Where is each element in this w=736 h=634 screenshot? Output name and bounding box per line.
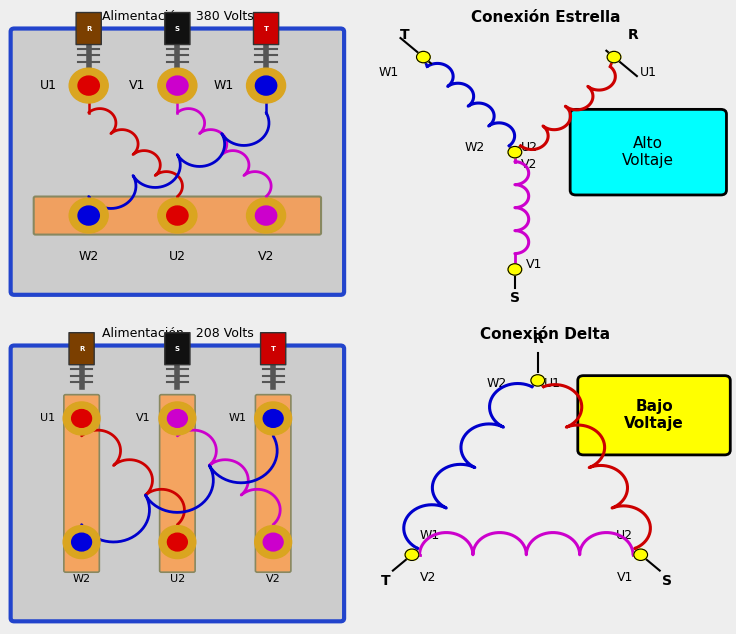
Text: T: T	[400, 28, 409, 42]
Circle shape	[255, 206, 277, 225]
Text: V2: V2	[266, 574, 280, 584]
Circle shape	[405, 549, 419, 560]
Text: U2: U2	[169, 250, 186, 264]
Text: U2: U2	[520, 141, 537, 154]
FancyBboxPatch shape	[160, 394, 195, 572]
Text: S: S	[662, 574, 673, 588]
Text: W1: W1	[229, 413, 247, 424]
Text: S: S	[175, 346, 180, 352]
Text: R: R	[79, 346, 85, 352]
Text: V1: V1	[617, 571, 633, 584]
Circle shape	[78, 76, 99, 95]
Text: Alimentación   380 Volts: Alimentación 380 Volts	[102, 10, 253, 23]
Text: U1: U1	[40, 413, 55, 424]
Text: Bajo
Voltaje: Bajo Voltaje	[624, 399, 684, 432]
Text: U1: U1	[40, 79, 57, 92]
Circle shape	[168, 533, 187, 551]
Text: V1: V1	[129, 79, 146, 92]
Circle shape	[63, 526, 100, 559]
Circle shape	[69, 68, 108, 103]
Circle shape	[263, 410, 283, 427]
Circle shape	[607, 51, 621, 63]
Text: W1: W1	[420, 529, 440, 542]
FancyBboxPatch shape	[34, 197, 321, 235]
Circle shape	[78, 206, 99, 225]
Text: W2: W2	[79, 250, 99, 264]
Circle shape	[247, 68, 286, 103]
Text: U1: U1	[640, 67, 657, 79]
Circle shape	[159, 402, 196, 435]
Circle shape	[167, 76, 188, 95]
Text: W2: W2	[464, 141, 484, 154]
Circle shape	[69, 198, 108, 233]
Text: W2: W2	[73, 574, 91, 584]
Circle shape	[417, 51, 431, 63]
Circle shape	[159, 526, 196, 559]
Text: Alimentación   208 Volts: Alimentación 208 Volts	[102, 327, 253, 340]
Text: W2: W2	[487, 377, 507, 390]
Circle shape	[71, 410, 91, 427]
FancyBboxPatch shape	[76, 13, 102, 44]
Circle shape	[255, 76, 277, 95]
Circle shape	[158, 68, 197, 103]
Circle shape	[158, 198, 197, 233]
FancyBboxPatch shape	[165, 13, 190, 44]
Text: R: R	[628, 28, 638, 42]
Text: Conexión Delta: Conexión Delta	[481, 327, 610, 342]
FancyBboxPatch shape	[261, 333, 286, 365]
Circle shape	[508, 264, 522, 275]
Text: Conexión Estrella: Conexión Estrella	[470, 10, 620, 25]
Text: S: S	[175, 25, 180, 32]
Text: W1: W1	[214, 79, 234, 92]
Circle shape	[255, 402, 291, 435]
Text: R: R	[532, 332, 543, 346]
Text: U1: U1	[543, 377, 561, 390]
Text: U2: U2	[170, 574, 185, 584]
Text: W1: W1	[379, 67, 399, 79]
Circle shape	[508, 146, 522, 158]
Text: S: S	[510, 291, 520, 305]
Circle shape	[247, 198, 286, 233]
Text: V1: V1	[526, 258, 542, 271]
FancyBboxPatch shape	[253, 13, 279, 44]
FancyBboxPatch shape	[255, 394, 291, 572]
FancyBboxPatch shape	[69, 333, 94, 365]
Text: Alto
Voltaje: Alto Voltaje	[623, 136, 674, 169]
Text: T: T	[263, 25, 269, 32]
Circle shape	[255, 526, 291, 559]
Text: U2: U2	[616, 529, 633, 542]
FancyBboxPatch shape	[570, 109, 726, 195]
Text: T: T	[271, 346, 276, 352]
Text: R: R	[86, 25, 91, 32]
Text: V2: V2	[520, 158, 537, 171]
FancyBboxPatch shape	[10, 29, 344, 295]
Circle shape	[263, 533, 283, 551]
Circle shape	[168, 410, 187, 427]
Circle shape	[63, 402, 100, 435]
FancyBboxPatch shape	[64, 394, 99, 572]
Circle shape	[531, 375, 545, 386]
FancyBboxPatch shape	[165, 333, 190, 365]
Circle shape	[71, 533, 91, 551]
Text: V2: V2	[258, 250, 275, 264]
Circle shape	[167, 206, 188, 225]
Text: T: T	[381, 574, 390, 588]
Circle shape	[634, 549, 648, 560]
Text: V2: V2	[420, 571, 436, 584]
FancyBboxPatch shape	[10, 346, 344, 621]
FancyBboxPatch shape	[578, 375, 730, 455]
Text: V1: V1	[136, 413, 151, 424]
